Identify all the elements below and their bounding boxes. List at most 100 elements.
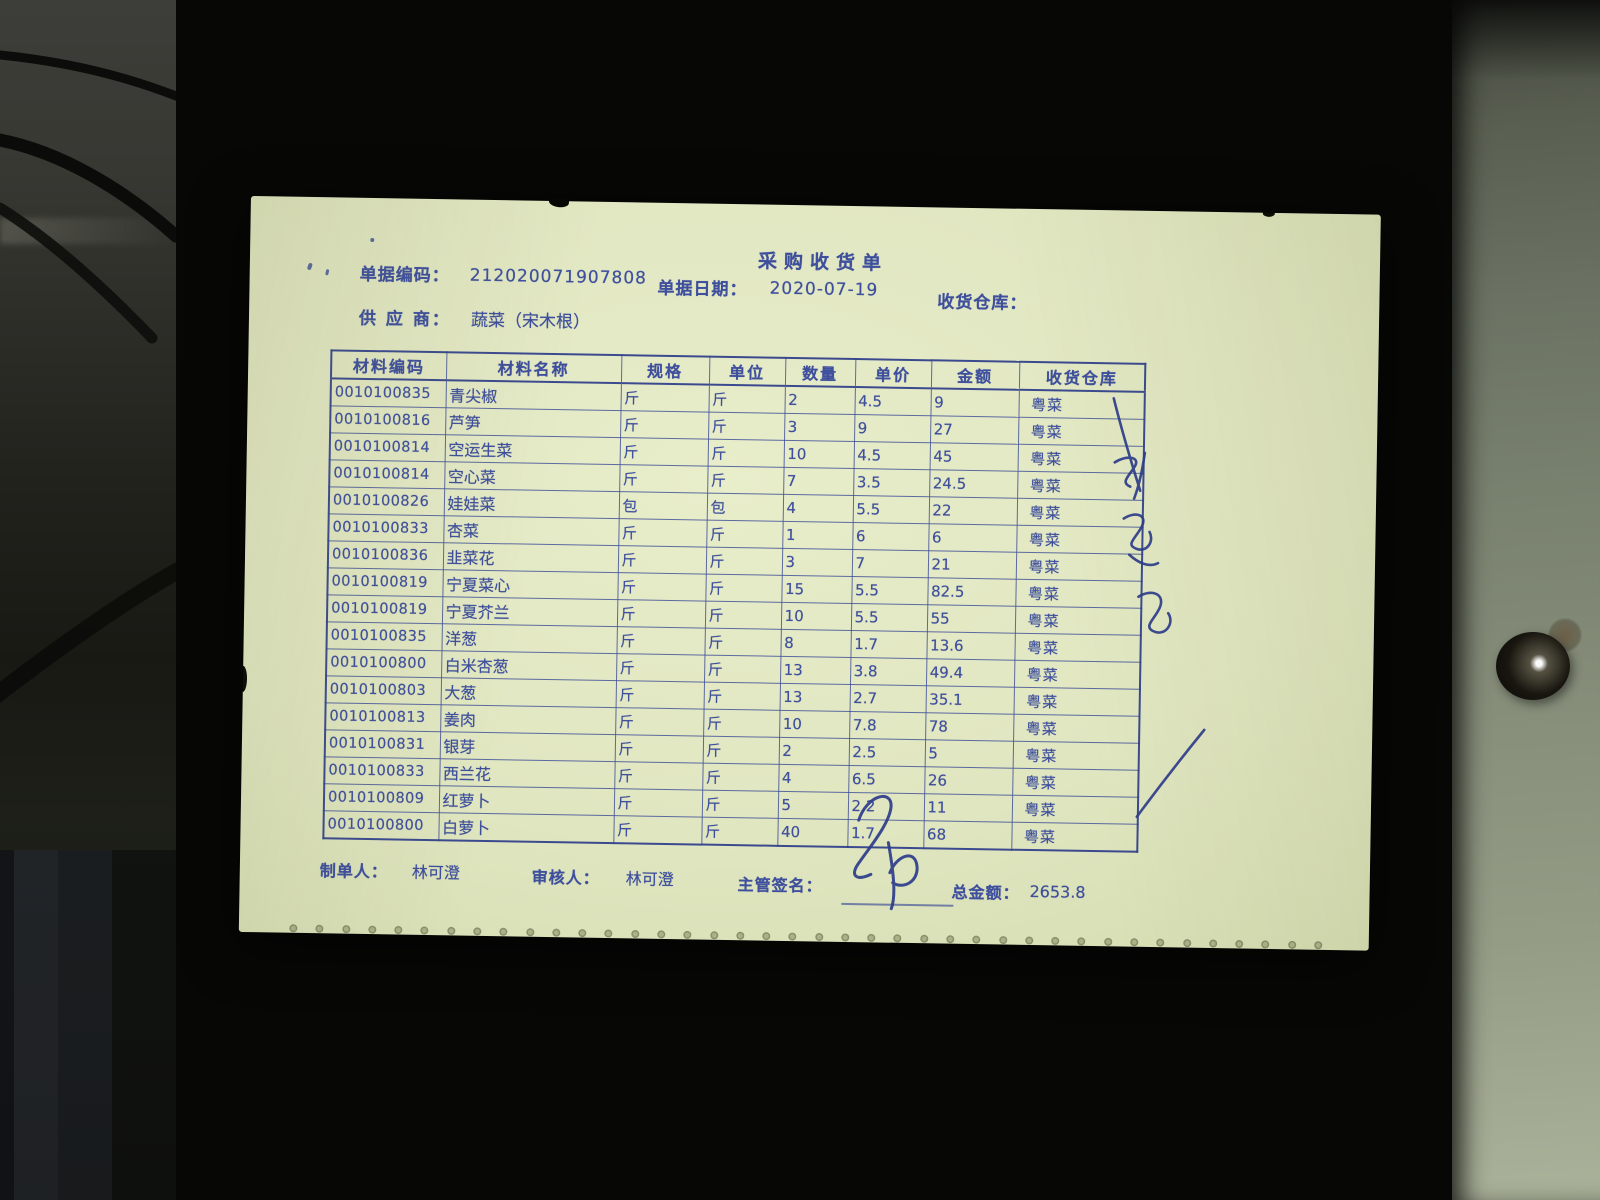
table-cell: 1.7 <box>847 819 924 849</box>
table-cell: 斤 <box>705 547 783 576</box>
table-cell: 粤菜 <box>1016 525 1143 555</box>
table-cell: 斤 <box>703 709 780 738</box>
table-cell: 4 <box>782 494 854 523</box>
ink-speck <box>370 237 375 243</box>
background-left-lower <box>0 850 176 1200</box>
perforation-dot <box>1236 941 1242 947</box>
table-cell: 粤菜 <box>1017 444 1144 474</box>
table-cell: 粤菜 <box>1018 389 1145 420</box>
table-cell: 0010100833 <box>324 756 440 786</box>
table-cell: 15 <box>781 575 852 604</box>
table-cell: 0010100816 <box>330 405 446 435</box>
table-cell: 10 <box>783 440 855 469</box>
table-cell: 7 <box>783 467 854 496</box>
signature-underline <box>841 902 954 907</box>
table-cell: 9 <box>930 388 1019 418</box>
perforation-dot <box>579 930 585 936</box>
check-slash-bottom <box>1135 728 1206 819</box>
perforation-dot <box>553 930 559 936</box>
table-cell: 斤 <box>707 439 785 468</box>
table-cell: 2 <box>784 385 855 415</box>
table-cell: 68 <box>923 820 1012 850</box>
table-cell: 5.5 <box>851 576 928 605</box>
table-cell: 13.6 <box>926 631 1015 661</box>
perforation-dot <box>921 936 927 942</box>
table-cell: 斤 <box>705 574 782 603</box>
table-cell: 0010100819 <box>327 567 443 597</box>
perforation-dot <box>1079 938 1085 944</box>
perforation-dot <box>684 932 691 938</box>
table-cell: 8 <box>780 629 851 658</box>
table-cell: 24.5 <box>929 469 1018 499</box>
table-cell: 0010100803 <box>325 675 442 705</box>
table-cell: 斤 <box>708 412 785 441</box>
table-cell: 0010100833 <box>328 513 444 543</box>
table-cell: 45 <box>929 442 1018 472</box>
table-cell: 银芽 <box>439 731 616 762</box>
table-cell: 0010100814 <box>329 432 446 462</box>
perforation-dot <box>448 928 454 934</box>
table-cell: 2.2 <box>847 792 925 821</box>
table-cell: 4.5 <box>853 441 931 470</box>
doc-date-value: 2020-07-19 <box>769 278 879 301</box>
supplier-value: 蔬菜（宋木根） <box>470 310 591 333</box>
table-cell: 青尖椒 <box>445 380 621 411</box>
maker-value: 林可澄 <box>411 862 460 883</box>
table-cell: 82.5 <box>927 577 1016 607</box>
total-value: 2653.8 <box>1029 882 1086 902</box>
table-cell: 4.5 <box>854 387 931 416</box>
perforation-dot <box>790 934 796 940</box>
table-cell: 宁夏菜心 <box>442 569 618 600</box>
table-cell: 娃娃菜 <box>443 488 620 519</box>
table-cell: 13 <box>779 683 850 712</box>
table-cell: 9 <box>854 414 931 443</box>
table-cell: 粤菜 <box>1013 687 1140 717</box>
table-cell: 22 <box>928 496 1018 526</box>
table-cell: 5.5 <box>852 495 930 524</box>
table-cell: 35.1 <box>925 685 1014 715</box>
table-cell: 斤 <box>616 653 705 683</box>
table-cell: 6 <box>928 523 1017 553</box>
table-cell: 洋葱 <box>441 623 617 654</box>
table-cell: 西兰花 <box>439 758 615 789</box>
column-header: 数量 <box>784 357 856 388</box>
table-cell: 包 <box>706 493 784 522</box>
table-cell: 斤 <box>704 601 782 630</box>
perforation-dot <box>1026 937 1032 944</box>
perforation-dots <box>290 925 1321 948</box>
table-cell: 粤菜 <box>1015 552 1143 582</box>
column-header: 材料名称 <box>445 352 622 384</box>
table-cell: 粤菜 <box>1017 471 1144 501</box>
perforation-dot <box>474 928 480 934</box>
table-cell: 包 <box>618 491 708 521</box>
table-cell: 大葱 <box>440 677 617 708</box>
materials-table-body: 0010100835 青尖椒斤斤 2 4.5 9 粤菜 0010100816 芦笋斤斤 3 9 27… <box>323 378 1145 852</box>
table-cell: 粤菜 <box>1013 714 1140 744</box>
column-header: 规格 <box>620 355 710 385</box>
table-cell: 斤 <box>701 817 778 846</box>
perforation-dot <box>501 929 507 935</box>
table-cell: 5 <box>924 739 1014 769</box>
table-cell: 白米杏葱 <box>441 650 617 681</box>
table-cell: 斤 <box>620 383 709 413</box>
doc-date-label: 单据日期： <box>657 278 748 301</box>
table-cell: 斤 <box>614 734 704 764</box>
table-cell: 斤 <box>703 682 780 711</box>
table-cell: 斤 <box>617 545 707 575</box>
ink-speck <box>306 262 313 271</box>
table-cell: 6 <box>852 522 929 551</box>
perforation-dot <box>895 935 901 941</box>
paper-tear <box>238 665 248 692</box>
table-cell: 1.7 <box>850 630 927 659</box>
column-header: 金额 <box>930 360 1020 390</box>
table-cell: 0010100809 <box>323 783 440 813</box>
ink-speck <box>325 269 330 276</box>
perforation-dot <box>369 927 375 933</box>
table-cell: 1 <box>782 521 853 550</box>
table-cell: 粤菜 <box>1013 660 1141 690</box>
table-cell: 粤菜 <box>1011 795 1139 825</box>
table-cell: 10 <box>780 602 852 631</box>
table-cell: 粤菜 <box>1016 498 1144 528</box>
table-cell: 3 <box>781 548 853 577</box>
perforation-dot <box>632 931 638 937</box>
